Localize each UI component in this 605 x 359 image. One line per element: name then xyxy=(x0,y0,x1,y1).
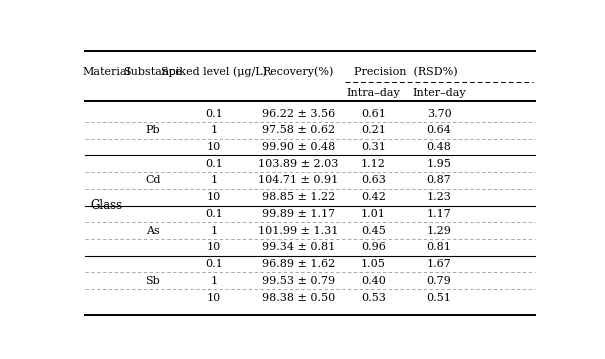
Text: 104.71 ± 0.91: 104.71 ± 0.91 xyxy=(258,176,338,186)
Text: 98.38 ± 0.50: 98.38 ± 0.50 xyxy=(262,293,335,303)
Text: Sb: Sb xyxy=(146,276,160,286)
Text: Spiked level (μg/L): Spiked level (μg/L) xyxy=(161,67,267,78)
Text: 0.48: 0.48 xyxy=(427,142,451,152)
Text: 1: 1 xyxy=(211,125,218,135)
Text: 99.53 ± 0.79: 99.53 ± 0.79 xyxy=(262,276,335,286)
Text: Cd: Cd xyxy=(145,176,161,186)
Text: 96.89 ± 1.62: 96.89 ± 1.62 xyxy=(262,259,335,269)
Text: 1.12: 1.12 xyxy=(361,159,386,169)
Text: 1: 1 xyxy=(211,176,218,186)
Text: Substance: Substance xyxy=(123,67,183,77)
Text: 1.01: 1.01 xyxy=(361,209,386,219)
Text: Recovery(%): Recovery(%) xyxy=(263,67,334,78)
Text: 0.79: 0.79 xyxy=(427,276,451,286)
Text: 1.95: 1.95 xyxy=(427,159,451,169)
Text: 0.21: 0.21 xyxy=(361,125,386,135)
Text: 0.53: 0.53 xyxy=(361,293,386,303)
Text: 0.51: 0.51 xyxy=(427,293,451,303)
Text: 0.31: 0.31 xyxy=(361,142,386,152)
Text: 0.40: 0.40 xyxy=(361,276,386,286)
Text: 0.1: 0.1 xyxy=(205,159,223,169)
Text: 10: 10 xyxy=(207,142,221,152)
Text: Intra–day: Intra–day xyxy=(347,88,401,98)
Text: 0.64: 0.64 xyxy=(427,125,451,135)
Text: 101.99 ± 1.31: 101.99 ± 1.31 xyxy=(258,226,339,236)
Text: 1: 1 xyxy=(211,276,218,286)
Text: 103.89 ± 2.03: 103.89 ± 2.03 xyxy=(258,159,339,169)
Text: 99.90 ± 0.48: 99.90 ± 0.48 xyxy=(262,142,335,152)
Text: 0.1: 0.1 xyxy=(205,259,223,269)
Text: Inter–day: Inter–day xyxy=(412,88,466,98)
Text: 10: 10 xyxy=(207,192,221,202)
Text: 99.34 ± 0.81: 99.34 ± 0.81 xyxy=(262,242,335,252)
Text: Glass: Glass xyxy=(90,199,122,212)
Text: 0.96: 0.96 xyxy=(361,242,386,252)
Text: 3.70: 3.70 xyxy=(427,108,451,118)
Text: 1.67: 1.67 xyxy=(427,259,451,269)
Text: 96.22 ± 3.56: 96.22 ± 3.56 xyxy=(262,108,335,118)
Text: 98.85 ± 1.22: 98.85 ± 1.22 xyxy=(262,192,335,202)
Text: 0.63: 0.63 xyxy=(361,176,386,186)
Text: 10: 10 xyxy=(207,242,221,252)
Text: 0.45: 0.45 xyxy=(361,226,386,236)
Text: Pb: Pb xyxy=(146,125,160,135)
Text: 0.61: 0.61 xyxy=(361,108,386,118)
Text: 0.1: 0.1 xyxy=(205,108,223,118)
Text: Precision  (RSD%): Precision (RSD%) xyxy=(355,67,458,77)
Text: 1.23: 1.23 xyxy=(427,192,451,202)
Text: 0.42: 0.42 xyxy=(361,192,386,202)
Text: 1: 1 xyxy=(211,226,218,236)
Text: As: As xyxy=(146,226,160,236)
Text: 1.05: 1.05 xyxy=(361,259,386,269)
Text: 1.29: 1.29 xyxy=(427,226,451,236)
Text: Material: Material xyxy=(82,67,130,77)
Text: 97.58 ± 0.62: 97.58 ± 0.62 xyxy=(262,125,335,135)
Text: 10: 10 xyxy=(207,293,221,303)
Text: 0.87: 0.87 xyxy=(427,176,451,186)
Text: 1.17: 1.17 xyxy=(427,209,451,219)
Text: 0.81: 0.81 xyxy=(427,242,451,252)
Text: 0.1: 0.1 xyxy=(205,209,223,219)
Text: 99.89 ± 1.17: 99.89 ± 1.17 xyxy=(262,209,335,219)
